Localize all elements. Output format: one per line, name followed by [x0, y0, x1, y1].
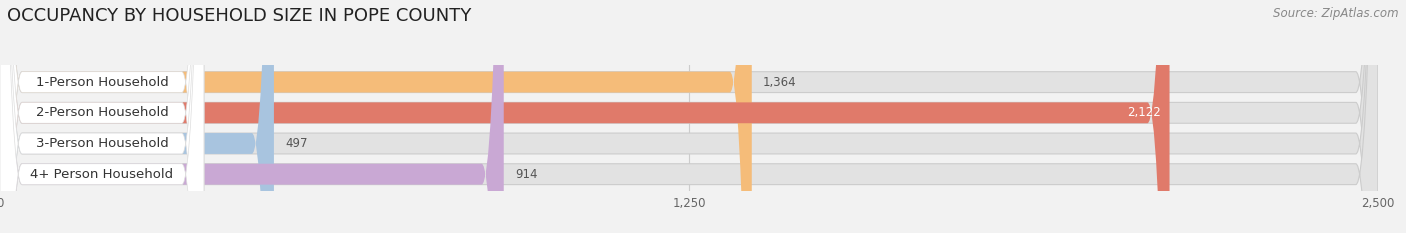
FancyBboxPatch shape [0, 0, 204, 233]
Text: 2-Person Household: 2-Person Household [35, 106, 169, 119]
FancyBboxPatch shape [0, 0, 204, 233]
FancyBboxPatch shape [0, 0, 503, 233]
Text: 2,122: 2,122 [1128, 106, 1161, 119]
FancyBboxPatch shape [0, 0, 204, 233]
Text: 914: 914 [515, 168, 537, 181]
FancyBboxPatch shape [0, 0, 274, 233]
FancyBboxPatch shape [0, 0, 1170, 233]
FancyBboxPatch shape [0, 0, 204, 233]
Text: 4+ Person Household: 4+ Person Household [31, 168, 173, 181]
Text: 497: 497 [285, 137, 308, 150]
Text: 1-Person Household: 1-Person Household [35, 76, 169, 89]
Text: 1,364: 1,364 [763, 76, 796, 89]
Text: Source: ZipAtlas.com: Source: ZipAtlas.com [1274, 7, 1399, 20]
Text: 3-Person Household: 3-Person Household [35, 137, 169, 150]
FancyBboxPatch shape [0, 0, 752, 233]
Text: OCCUPANCY BY HOUSEHOLD SIZE IN POPE COUNTY: OCCUPANCY BY HOUSEHOLD SIZE IN POPE COUN… [7, 7, 471, 25]
